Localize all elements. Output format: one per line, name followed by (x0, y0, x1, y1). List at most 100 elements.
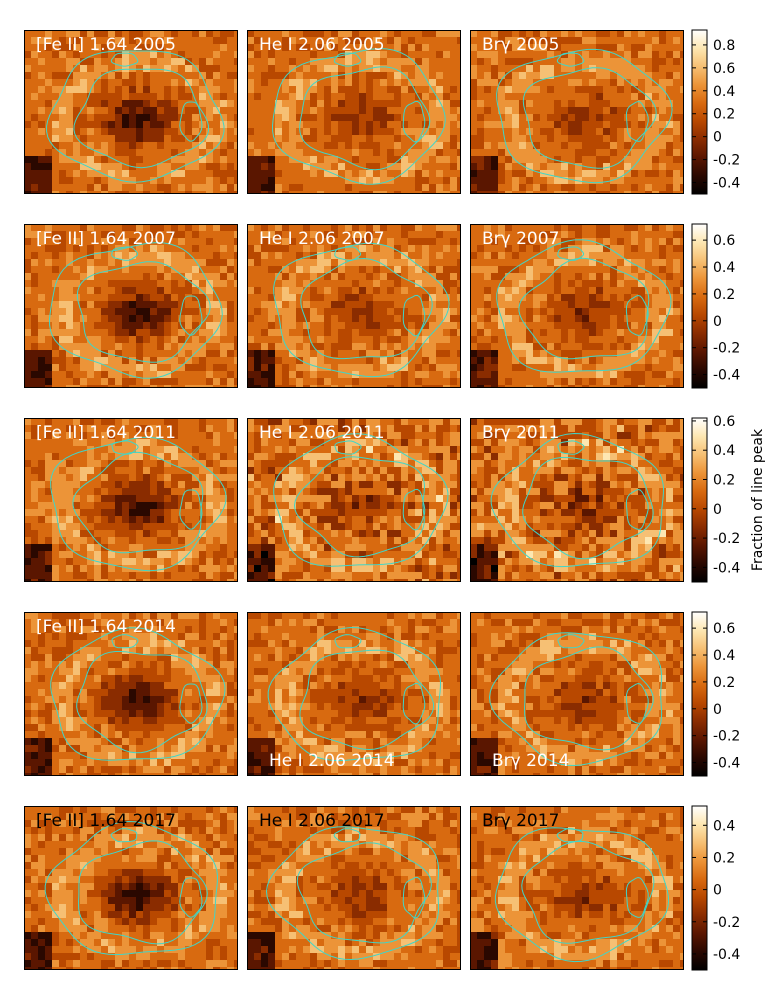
panel-frame (470, 224, 684, 388)
contour-lines (273, 433, 449, 567)
panel-label: Brγ 2011 (482, 423, 559, 443)
emission-map (24, 612, 238, 776)
panel: Brγ 2017 (470, 806, 684, 970)
panel-frame (247, 224, 461, 388)
colorbar-tick-label: 0.6 (713, 621, 735, 637)
colorbar-tick-label: 0.6 (713, 414, 735, 430)
row-2014: [Fe II] 1.64 2014 He I 2.06 2014 Brγ 2014 0… (24, 611, 740, 777)
contour-lines (488, 632, 663, 767)
contour-lines (496, 48, 673, 184)
contour-lines (265, 826, 440, 961)
colorbar-tick-label: -0.4 (713, 368, 740, 384)
contour-lines (46, 50, 225, 183)
panel-label: [Fe II] 1.64 2017 (36, 811, 176, 831)
colorbar-tick-label: 0 (713, 702, 722, 718)
colorbar: 0.6 0.4 0.2 0 -0.2 -0.4 (691, 223, 740, 389)
panel-grid: [Fe II] 1.64 2005 He I 2.06 2005 Brγ 2005 0… (24, 29, 740, 971)
colorbar-tick-label: 0 (713, 314, 722, 330)
panel: Brγ 2007 (470, 224, 684, 388)
colorbar-tick-label: 0.2 (713, 675, 735, 691)
colorbar-tick-label: 0.4 (713, 443, 735, 459)
colorbar-tick-label: -0.2 (713, 531, 740, 547)
row-2011: [Fe II] 1.64 2011 He I 2.06 2011 Brγ 2011 0… (24, 414, 740, 583)
panel: [Fe II] 1.64 2007 (24, 224, 238, 388)
emission-map (247, 418, 461, 582)
colorbar: 0.4 0.2 0 -0.2 -0.4 (691, 805, 740, 971)
contour-lines (267, 626, 442, 762)
emission-map (24, 806, 238, 970)
panel-label: Brγ 2007 (482, 229, 559, 249)
contour-lines (496, 239, 672, 373)
colorbar-scale (691, 29, 708, 195)
contour-lines (494, 827, 670, 963)
panel-frame (247, 612, 461, 776)
panel-frame (24, 418, 238, 582)
colorbar-tick-label: -0.2 (713, 915, 740, 931)
emission-map (470, 806, 684, 970)
panel-frame (247, 30, 461, 194)
emission-map (24, 418, 238, 582)
colorbar-tick-label: 0.4 (713, 260, 735, 276)
contour-lines (48, 242, 223, 379)
emission-map (24, 30, 238, 194)
emission-map (470, 418, 684, 582)
panel-label: He I 2.06 2014 (269, 751, 395, 771)
colorbar-tick-label: -0.4 (713, 947, 740, 963)
panel-label: [Fe II] 1.64 2007 (36, 229, 176, 249)
row-2007: [Fe II] 1.64 2007 He I 2.06 2007 Brγ 2007 0… (24, 223, 740, 389)
colorbar-tick-label: 0.6 (713, 233, 735, 249)
panel-label: Brγ 2005 (482, 35, 559, 55)
panel: [Fe II] 1.64 2017 (24, 806, 238, 970)
contour-lines (50, 627, 226, 761)
panel-frame (24, 612, 238, 776)
panel-frame (247, 418, 461, 582)
colorbar-scale (691, 417, 708, 583)
colorbar-tick-label: -0.4 (713, 756, 740, 772)
colorbar-scale (691, 223, 708, 389)
emission-map (470, 612, 684, 776)
colorbar: 0.6 0.4 0.2 0 -0.2 -0.4 (691, 414, 740, 583)
colorbar-tick-label: 0.2 (713, 473, 735, 489)
colorbar-tick-label: 0.4 (713, 648, 735, 664)
emission-map (470, 30, 684, 194)
panel-label: He I 2.06 2017 (259, 811, 385, 831)
row-2017: [Fe II] 1.64 2017 He I 2.06 2017 Brγ 2017 0… (24, 805, 740, 971)
panel-label: [Fe II] 1.64 2014 (36, 617, 176, 637)
panel: He I 2.06 2014 (247, 612, 461, 776)
panel-label: He I 2.06 2007 (259, 229, 385, 249)
contour-lines (50, 436, 227, 572)
contour-lines (490, 432, 665, 568)
emission-map (247, 806, 461, 970)
colorbar-scale (691, 805, 708, 971)
panel-label: He I 2.06 2011 (259, 423, 385, 443)
panel: [Fe II] 1.64 2005 (24, 30, 238, 194)
colorbar-tick-label: 0.2 (713, 107, 735, 123)
colorbar: 0.6 0.4 0.2 0 -0.2 -0.4 (691, 611, 740, 777)
colorbar-tick-label: -0.4 (713, 560, 740, 576)
panel: Brγ 2005 (470, 30, 684, 194)
panel-frame (470, 30, 684, 194)
colorbar-tick-label: 0.6 (713, 61, 735, 77)
panel-label: Brγ 2014 (492, 751, 569, 771)
panel: He I 2.06 2007 (247, 224, 461, 388)
panel-frame (24, 224, 238, 388)
emission-map (247, 30, 461, 194)
panel: He I 2.06 2005 (247, 30, 461, 194)
emission-map (24, 224, 238, 388)
colorbar-tick-label: -0.2 (713, 729, 740, 745)
panel-frame (247, 806, 461, 970)
panel-frame (24, 30, 238, 194)
colorbar-tick-label: 0.2 (713, 287, 735, 303)
panel-label: [Fe II] 1.64 2011 (36, 423, 176, 443)
colorbar-tick-label: -0.2 (713, 341, 740, 357)
contour-lines (271, 48, 446, 185)
panel: He I 2.06 2017 (247, 806, 461, 970)
panel: He I 2.06 2011 (247, 418, 461, 582)
panel: [Fe II] 1.64 2014 (24, 612, 238, 776)
panel-frame (470, 418, 684, 582)
row-2005: [Fe II] 1.64 2005 He I 2.06 2005 Brγ 2005 0… (24, 29, 740, 195)
colorbar-tick-label: 0 (713, 502, 722, 518)
colorbar-axis-label: Fraction of line peak (750, 428, 766, 571)
panel: [Fe II] 1.64 2011 (24, 418, 238, 582)
